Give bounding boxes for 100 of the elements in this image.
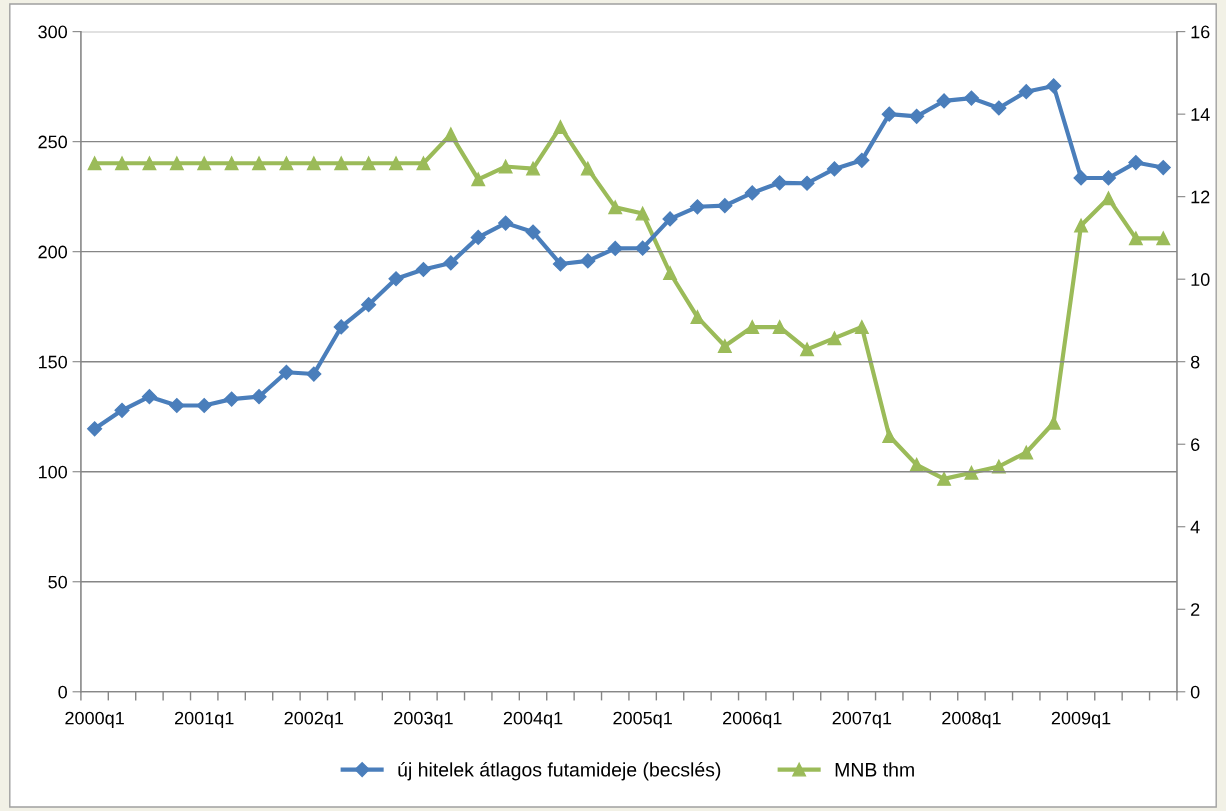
y2-tick-label: 14 [1191,108,1210,121]
point [1101,191,1116,206]
point [635,240,651,256]
y2-tick-label: 6 [1191,438,1200,451]
point [389,156,403,171]
point [854,320,869,334]
point [826,161,843,177]
point [827,331,842,346]
point [717,339,732,353]
point [909,457,924,472]
x-tick-label: 2004q1 [503,711,563,729]
point [1128,154,1144,171]
point [1100,170,1117,186]
y2-tick-label: 8 [1190,355,1200,369]
point [388,271,404,287]
point [1046,78,1062,94]
y2-tick-label: 16 [1191,25,1210,39]
point [415,261,431,278]
y2-tick-label: 4 [1190,520,1200,534]
point [936,93,952,109]
point [991,100,1007,116]
point [881,106,897,122]
point [1155,160,1171,176]
point [745,320,760,334]
y-tick-label: 0 [58,685,68,699]
point [608,200,623,215]
point [306,156,321,171]
point [963,90,980,106]
y2-tick-label: 2 [1191,603,1200,616]
point [635,206,650,221]
point [580,253,596,269]
y2-tick-label: 0 [1190,685,1200,699]
point [1156,231,1171,246]
point [141,389,157,405]
point [689,199,706,215]
point [607,240,623,256]
point [361,297,377,313]
point [278,364,294,380]
x-tick-label: 2005q1 [613,711,672,729]
legend-label: MNB thm [835,762,914,777]
point [1019,445,1034,460]
point [882,429,897,443]
point [1018,84,1034,100]
point [471,172,486,187]
point [854,152,870,168]
point [197,156,212,171]
point [662,211,678,227]
x-tick-label: 2009q1 [1051,711,1111,729]
point [498,215,514,231]
point [251,389,267,405]
point [361,156,376,171]
point [416,156,431,171]
point [470,229,486,245]
point [1046,415,1061,430]
point [1074,218,1089,233]
point [279,156,294,171]
point [87,156,102,171]
point [909,108,925,124]
point [224,156,239,171]
point [252,156,266,171]
y-tick-label: 200 [38,245,68,259]
point [526,161,540,176]
y2-tick-label: 12 [1191,190,1210,204]
point [333,319,349,335]
point [580,161,595,176]
point [142,156,157,171]
point [717,198,733,214]
x-tick-label: 2000q1 [65,711,124,729]
point [800,342,814,357]
point [498,159,513,174]
x-tick-label: 2007q1 [832,711,892,729]
point [964,465,979,480]
y2-tick-label: 10 [1191,273,1210,286]
point [169,156,184,171]
y-tick-label: 50 [48,575,68,589]
point [525,224,541,240]
point [169,397,185,414]
point [1128,231,1143,246]
point [772,175,788,191]
x-tick-label: 2008q1 [942,711,1001,729]
x-tick-label: 2003q1 [394,711,453,729]
point [224,391,240,407]
point [87,421,103,437]
y-tick-label: 150 [38,355,68,369]
point [552,256,569,272]
point [553,119,568,134]
point [334,156,349,171]
y-tick-label: 250 [38,135,68,149]
point [744,185,760,201]
point [772,320,787,334]
point [1073,170,1089,186]
x-tick-label: 2001q1 [175,711,234,729]
point [799,175,815,191]
point [937,471,951,486]
y-tick-label: 300 [38,25,68,39]
point [306,366,322,382]
y-tick-label: 100 [38,465,68,479]
point [443,255,459,271]
legend-label: új hitelek átlagos futamideje (becslés) [398,762,721,781]
point [663,266,677,280]
